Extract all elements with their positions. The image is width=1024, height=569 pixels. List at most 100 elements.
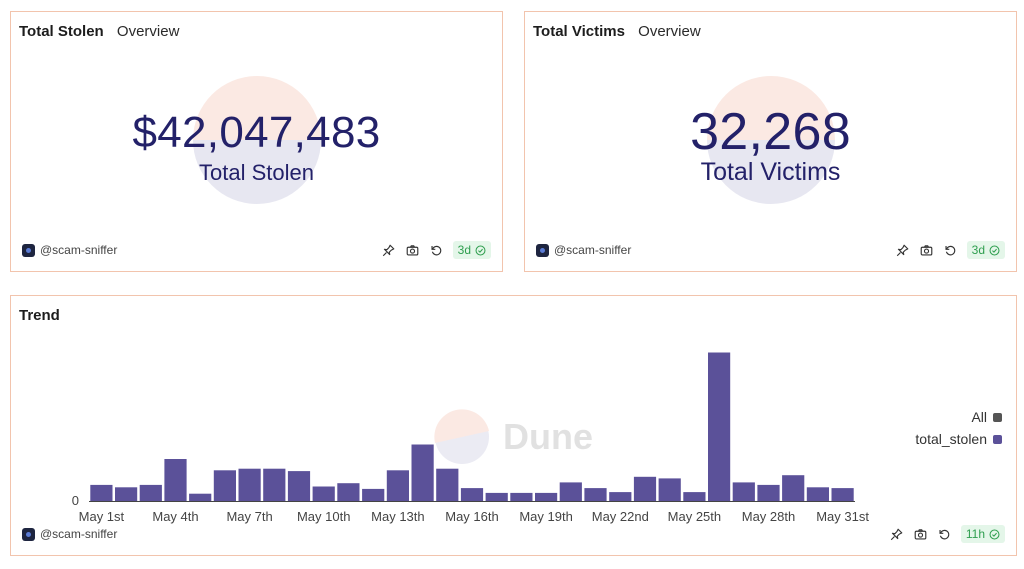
- freshness-badge[interactable]: 3d: [966, 241, 1005, 259]
- legend-swatch: [993, 434, 1002, 444]
- legend-item[interactable]: total_stolen: [915, 428, 1002, 450]
- counter-value: 32,268: [690, 103, 851, 161]
- x-tick-label: May 1st: [79, 509, 125, 524]
- check-circle-icon: [475, 245, 486, 255]
- freshness-age: 11h: [965, 527, 985, 541]
- panel-title: Trend: [19, 307, 60, 324]
- panel-title: Total Victims: [533, 23, 625, 40]
- panel-footer: @scam-sniffer 3d: [536, 241, 1005, 261]
- avatar: [22, 527, 35, 541]
- chart-bar[interactable]: [658, 478, 681, 501]
- chart-bar[interactable]: [139, 484, 162, 501]
- author-link[interactable]: @scam-sniffer: [22, 243, 117, 257]
- chart-bar[interactable]: [263, 468, 286, 501]
- trend-panel: Dune 0 May 1st May 4th May 7th May 10th May 13…: [10, 295, 1017, 556]
- legend-label: total_stolen: [915, 431, 987, 447]
- chart-bar[interactable]: [732, 482, 755, 501]
- x-tick-label: May 31st: [816, 509, 869, 524]
- x-tick-label: May 22nd: [592, 509, 649, 524]
- y-tick-label: 0: [72, 493, 79, 508]
- counter-label: Total Stolen: [199, 160, 314, 185]
- pin-icon[interactable]: [895, 242, 911, 258]
- chart-bar[interactable]: [757, 484, 780, 501]
- legend-item[interactable]: All: [915, 406, 1002, 428]
- author-name: @scam-sniffer: [554, 243, 632, 257]
- author-name: @scam-sniffer: [40, 527, 118, 541]
- chart-bar[interactable]: [485, 492, 508, 501]
- total-victims-panel: Total Victims Overview 32,268 Total Vict…: [524, 11, 1017, 272]
- chart-bar[interactable]: [287, 471, 311, 501]
- chart-bar[interactable]: [609, 492, 632, 501]
- counter-value: $42,047,483: [132, 108, 381, 157]
- chart-bar[interactable]: [362, 488, 385, 501]
- x-tick-label: May 16th: [445, 509, 498, 524]
- footer-actions: 11h: [881, 525, 1005, 543]
- chart-bar[interactable]: [312, 486, 335, 502]
- chart-bar[interactable]: [411, 444, 434, 502]
- chart-bar[interactable]: [337, 483, 360, 501]
- dune-logo-watermark: [192, 76, 321, 204]
- freshness-age: 3d: [457, 243, 471, 257]
- legend-swatch: [993, 412, 1002, 422]
- x-tick-label: May 25th: [668, 509, 721, 524]
- counter-widget: 32,268 Total Victims: [525, 74, 1016, 208]
- freshness-badge[interactable]: 11h: [960, 525, 1005, 543]
- chart-bar[interactable]: [213, 470, 236, 501]
- dune-watermark-text: Dune: [503, 416, 593, 457]
- chart-bar[interactable]: [510, 492, 533, 501]
- chart-bar[interactable]: [460, 488, 484, 501]
- author-link[interactable]: @scam-sniffer: [536, 243, 631, 257]
- chart-bar[interactable]: [633, 476, 657, 501]
- counter-widget: $42,047,483 Total Stolen: [11, 74, 502, 208]
- chart-bar[interactable]: [115, 487, 138, 501]
- refresh-icon[interactable]: [429, 242, 445, 258]
- pin-icon[interactable]: [381, 242, 397, 258]
- chart-legend: All total_stolen: [915, 406, 1002, 450]
- camera-icon[interactable]: [405, 242, 421, 258]
- panel-title: Total Stolen: [19, 23, 104, 40]
- chart-bar[interactable]: [831, 488, 854, 501]
- tab-overview[interactable]: Overview: [116, 23, 180, 40]
- chart-bar[interactable]: [189, 493, 212, 501]
- footer-actions: 3d: [887, 241, 1005, 259]
- x-tick-label: May 10th: [297, 509, 350, 524]
- refresh-icon[interactable]: [943, 242, 959, 258]
- camera-icon[interactable]: [919, 242, 935, 258]
- chart-bar[interactable]: [386, 470, 409, 501]
- x-tick-label: May 28th: [742, 509, 795, 524]
- panel-header: Trend: [19, 307, 60, 324]
- camera-icon[interactable]: [913, 526, 929, 542]
- freshness-badge[interactable]: 3d: [452, 241, 491, 259]
- avatar: [22, 243, 35, 257]
- chart-bar[interactable]: [164, 459, 187, 501]
- pin-icon[interactable]: [889, 526, 905, 542]
- chart-bar[interactable]: [559, 482, 582, 501]
- check-circle-icon: [989, 245, 1000, 255]
- x-tick-label: May 7th: [226, 509, 272, 524]
- chart-bar[interactable]: [238, 468, 261, 501]
- freshness-age: 3d: [971, 243, 985, 257]
- panel-footer: @scam-sniffer 3d: [22, 241, 491, 261]
- dune-watermark: Dune: [434, 409, 593, 464]
- author-link[interactable]: @scam-sniffer: [22, 527, 117, 541]
- chart-bar[interactable]: [782, 475, 805, 501]
- chart-bar[interactable]: [708, 352, 731, 502]
- chart-bar[interactable]: [683, 492, 706, 501]
- total-stolen-panel: Total Stolen Overview $42,047,483 Total …: [10, 11, 503, 272]
- panel-header: Total Stolen Overview: [19, 23, 179, 40]
- check-circle-icon: [989, 529, 1000, 539]
- panel-footer: @scam-sniffer 11h: [22, 525, 1005, 545]
- panel-header: Total Victims Overview: [533, 23, 701, 40]
- dune-logo-watermark: [706, 76, 835, 204]
- refresh-icon[interactable]: [937, 526, 953, 542]
- counter-label: Total Victims: [700, 158, 841, 186]
- chart-bar[interactable]: [535, 492, 558, 501]
- chart-bar[interactable]: [806, 487, 829, 501]
- tab-overview[interactable]: Overview: [638, 23, 701, 40]
- footer-actions: 3d: [373, 241, 491, 259]
- chart-bar[interactable]: [584, 488, 607, 501]
- chart-bar[interactable]: [90, 484, 113, 501]
- chart-bar[interactable]: [436, 468, 459, 501]
- x-tick-label: May 4th: [152, 509, 198, 524]
